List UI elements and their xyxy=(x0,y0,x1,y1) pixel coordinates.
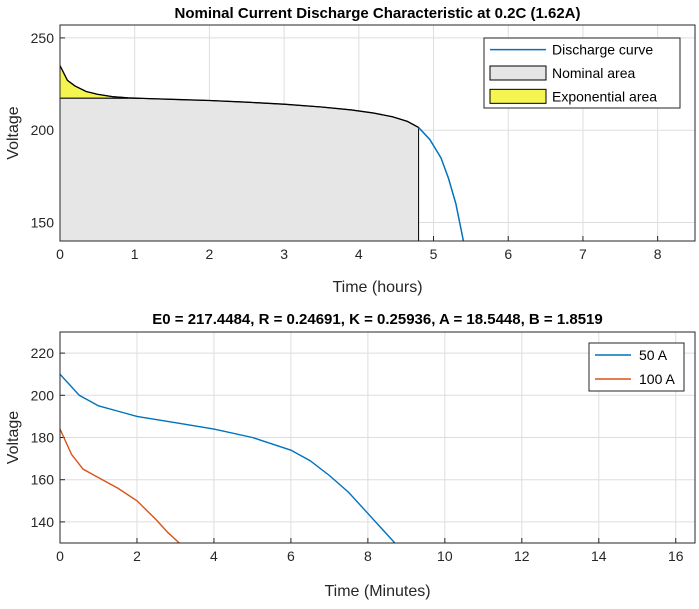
legend-label-discharge-curve: Discharge curve xyxy=(552,42,653,58)
series-line-50a xyxy=(60,373,396,543)
y-tick-label: 200 xyxy=(31,122,55,138)
x-tick-label: 2 xyxy=(133,548,141,564)
legend-label-50a: 50 A xyxy=(639,347,668,363)
legend: Discharge curve Nominal area Exponential a… xyxy=(483,37,681,109)
legend: 50 A 100 A xyxy=(588,342,685,392)
legend-label-nominal-area: Nominal area xyxy=(552,65,635,81)
y-tick-label: 140 xyxy=(31,514,55,530)
x-axis-label: Time (Minutes) xyxy=(324,583,430,600)
x-tick-label: 8 xyxy=(654,246,662,262)
y-tick-label: 180 xyxy=(31,430,55,446)
axes-frame xyxy=(59,24,696,242)
x-tick-label: 0 xyxy=(56,246,64,262)
x-tick-label: 0 xyxy=(56,548,64,564)
x-tick-label: 14 xyxy=(591,548,607,564)
x-tick-label: 1 xyxy=(131,246,139,262)
data-layer xyxy=(60,65,465,241)
legend-label-exponential-area: Exponential area xyxy=(552,88,657,104)
x-tick-label: 2 xyxy=(206,246,214,262)
x-tick-label: 12 xyxy=(514,548,530,564)
y-axis-label: Voltage xyxy=(5,411,22,464)
x-tick-label: 10 xyxy=(437,548,453,564)
x-tick-label: 6 xyxy=(504,246,512,262)
x-tick-label: 6 xyxy=(287,548,295,564)
legend-swatch-nominal-area xyxy=(489,65,547,81)
x-tick-label: 7 xyxy=(579,246,587,262)
x-tick-label: 5 xyxy=(430,246,438,262)
x-tick-label: 8 xyxy=(364,548,372,564)
discharge-curve xyxy=(418,126,465,241)
x-tick-label: 4 xyxy=(355,246,363,262)
x-tick-label: 3 xyxy=(280,246,288,262)
y-tick-label: 200 xyxy=(31,387,55,403)
chart-title: Nominal Current Discharge Characteristic… xyxy=(175,5,581,22)
nominal-area xyxy=(60,97,420,241)
axes-frame xyxy=(59,331,696,544)
x-tick-label: 4 xyxy=(210,548,218,564)
x-axis-label: Time (hours) xyxy=(332,279,422,296)
y-tick-label: 160 xyxy=(31,472,55,488)
y-axis-label: Voltage xyxy=(5,106,22,159)
y-tick-label: 250 xyxy=(31,30,55,46)
x-tick-label: 16 xyxy=(668,548,684,564)
data-layer xyxy=(60,373,396,543)
chart-title: E0 = 217.4484, R = 0.24691, K = 0.25936,… xyxy=(152,311,602,328)
top-chart: 0 1 2 3 4 5 6 7 8 150 200 250 Nominal Current Discha… xyxy=(5,5,696,296)
discharge-curve-nominal-segment xyxy=(60,65,419,129)
y-tick-label: 220 xyxy=(31,345,55,361)
legend-swatch-exponential-area xyxy=(489,88,547,104)
legend-box xyxy=(588,342,685,392)
series-line-100a xyxy=(60,428,180,543)
legend-label-100a: 100 A xyxy=(639,371,675,387)
bottom-chart: 0 2 4 6 8 10 12 14 16 140 160 180 200 220 E0 = 217.448… xyxy=(5,311,696,600)
y-tick-label: 150 xyxy=(31,215,55,231)
